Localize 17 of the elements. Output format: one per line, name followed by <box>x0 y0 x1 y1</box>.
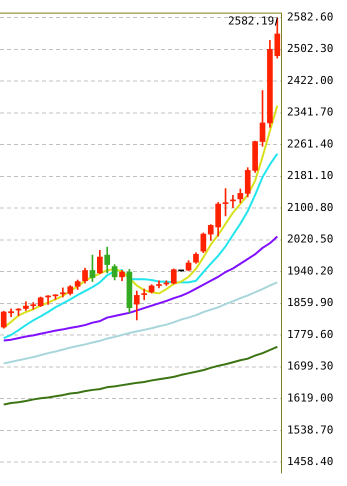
y-tick-label: 1699.30 <box>287 360 334 373</box>
y-tick-label: 1940.20 <box>287 264 334 278</box>
y-tick-label: 1619.00 <box>287 392 334 405</box>
y-tick-label: 2261.40 <box>287 137 334 150</box>
y-tick-label: 2181.10 <box>287 169 334 182</box>
y-tick-label: 1458.40 <box>287 455 334 468</box>
y-tick-label: 2582.60 <box>287 10 334 24</box>
y-tick-label: 1538.70 <box>287 423 334 436</box>
annotation: 2582.19 <box>228 14 274 28</box>
y-tick-label: 2341.70 <box>287 106 334 119</box>
y-tick-label: 1859.90 <box>287 296 334 310</box>
y-tick-label: 1779.60 <box>287 328 334 341</box>
candlestick <box>230 195 236 208</box>
y-tick-label: 2502.30 <box>287 42 334 56</box>
y-tick-label: 2422.00 <box>287 74 334 87</box>
y-tick-label: 2020.50 <box>287 232 334 246</box>
y-tick-label: 2100.80 <box>287 200 334 214</box>
